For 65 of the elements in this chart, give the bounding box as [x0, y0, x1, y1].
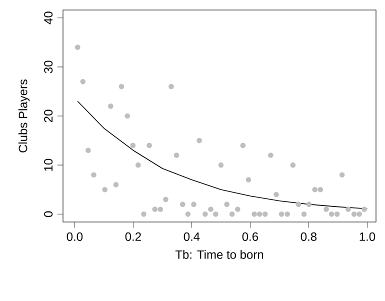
y-tick-label: 30: [44, 60, 53, 74]
point: [274, 192, 279, 198]
x-tick-label: 0.0: [66, 232, 83, 241]
point: [146, 142, 152, 148]
point: [318, 186, 324, 192]
point: [234, 206, 240, 212]
point: [339, 172, 345, 178]
point: [284, 211, 290, 217]
point: [91, 172, 96, 178]
point: [240, 142, 246, 148]
point: [218, 162, 224, 168]
point: [278, 211, 284, 217]
point: [362, 206, 367, 212]
x-tick-label: 0.6: [242, 232, 258, 241]
point: [306, 202, 312, 208]
point: [152, 206, 158, 212]
point: [118, 84, 124, 90]
point: [312, 186, 318, 192]
point: [324, 206, 329, 212]
point: [224, 202, 230, 208]
point: [351, 211, 357, 217]
point: [74, 44, 80, 50]
point: [124, 113, 130, 119]
point: [328, 211, 334, 217]
point: [296, 202, 302, 208]
y-axis-title: Clubs Players: [18, 79, 30, 152]
x-tick-label: 0.4: [184, 232, 200, 241]
point: [185, 211, 191, 217]
y-tick-label: 20: [44, 110, 53, 122]
point: [301, 211, 307, 217]
x-axis-title: Tb: Time to born: [175, 250, 264, 259]
y-tick-label: 0: [44, 211, 53, 218]
point: [80, 78, 86, 84]
point: [334, 211, 340, 217]
y-tick-label: 10: [44, 158, 53, 171]
point: [252, 211, 257, 217]
point: [136, 162, 141, 168]
point: [180, 202, 186, 208]
point: [141, 211, 146, 217]
point: [208, 206, 214, 212]
point: [262, 211, 268, 217]
point: [108, 104, 114, 109]
point: [174, 152, 180, 158]
point: [268, 152, 274, 158]
point: [346, 206, 351, 212]
point: [356, 211, 362, 217]
point: [163, 196, 168, 202]
point: [85, 148, 91, 154]
x-tick-label: 0.8: [300, 232, 317, 241]
point: [158, 206, 164, 212]
point: [113, 182, 119, 188]
point: [168, 84, 174, 90]
y-tick-label: 40: [44, 12, 53, 24]
x-tick-label: 1.0: [360, 232, 376, 241]
point: [130, 142, 136, 148]
point: [229, 211, 235, 217]
point: [213, 211, 218, 217]
point: [256, 211, 262, 217]
point: [191, 202, 196, 208]
point: [290, 162, 296, 168]
point: [196, 138, 202, 144]
x-tick-label: 0.2: [125, 232, 141, 241]
point: [202, 211, 208, 217]
point: [102, 186, 108, 192]
point: [246, 177, 252, 182]
